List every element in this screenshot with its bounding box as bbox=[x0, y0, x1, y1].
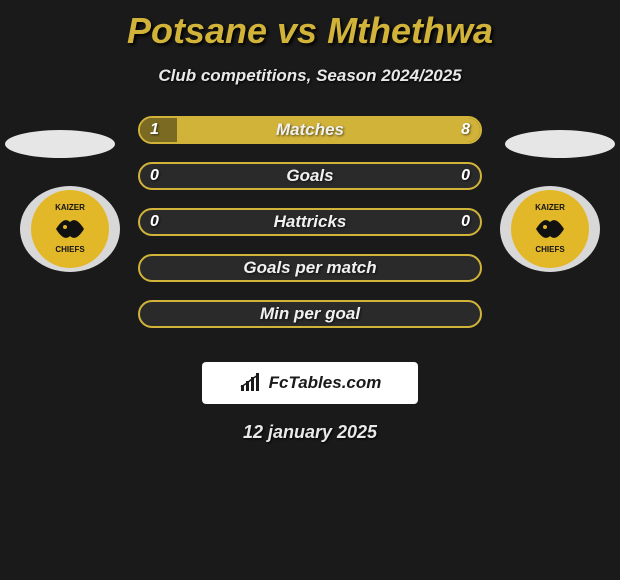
brand-badge: FcTables.com bbox=[202, 362, 418, 404]
stat-bar-row: Matches1 8 bbox=[138, 116, 482, 144]
stat-bar-row: Goals per match bbox=[138, 254, 482, 282]
stat-bar-row: Hattricks0 0 bbox=[138, 208, 482, 236]
stat-value-left: 0 bbox=[140, 164, 169, 188]
subtitle: Club competitions, Season 2024/2025 bbox=[0, 66, 620, 86]
club-crest-icon bbox=[532, 214, 568, 244]
stat-value-right: 0 bbox=[451, 210, 480, 234]
player2-photo-placeholder bbox=[505, 130, 615, 158]
player2-club-badge: KAIZER CHIEFS bbox=[500, 186, 600, 272]
club-crest-icon bbox=[52, 214, 88, 244]
player1-club-badge: KAIZER CHIEFS bbox=[20, 186, 120, 272]
stat-value-right: 0 bbox=[451, 164, 480, 188]
stat-label: Goals per match bbox=[140, 256, 480, 280]
club-name-top: KAIZER bbox=[535, 204, 565, 212]
comparison-stage: KAIZER CHIEFS KAIZER CHIEFS Matches1 8 Goa… bbox=[0, 116, 620, 356]
stat-value-left: 1 bbox=[140, 118, 169, 142]
club-name-bottom: CHIEFS bbox=[535, 246, 564, 254]
comparison-title: Potsane vs Mthethwa bbox=[0, 0, 620, 52]
club-name-bottom: CHIEFS bbox=[55, 246, 84, 254]
player1-photo-placeholder bbox=[5, 130, 115, 158]
bar-chart-icon bbox=[239, 373, 263, 393]
stat-value-left: 0 bbox=[140, 210, 169, 234]
stat-bar-row: Goals0 0 bbox=[138, 162, 482, 190]
stat-label: Hattricks bbox=[140, 210, 480, 234]
player1-name: Potsane bbox=[127, 10, 267, 51]
stat-bar-row: Min per goal bbox=[138, 300, 482, 328]
stat-label: Matches bbox=[140, 118, 480, 142]
stat-value-right: 8 bbox=[451, 118, 480, 142]
club-badge-inner: KAIZER CHIEFS bbox=[511, 190, 589, 268]
snapshot-date: 12 january 2025 bbox=[0, 422, 620, 443]
brand-text: FcTables.com bbox=[269, 373, 382, 393]
stat-bars: Matches18Goals00Hattricks00Goals per mat… bbox=[138, 116, 482, 346]
stat-label: Min per goal bbox=[140, 302, 480, 326]
club-badge-inner: KAIZER CHIEFS bbox=[31, 190, 109, 268]
stat-label: Goals bbox=[140, 164, 480, 188]
player2-name: Mthethwa bbox=[327, 10, 493, 51]
club-name-top: KAIZER bbox=[55, 204, 85, 212]
vs-text: vs bbox=[277, 10, 317, 51]
